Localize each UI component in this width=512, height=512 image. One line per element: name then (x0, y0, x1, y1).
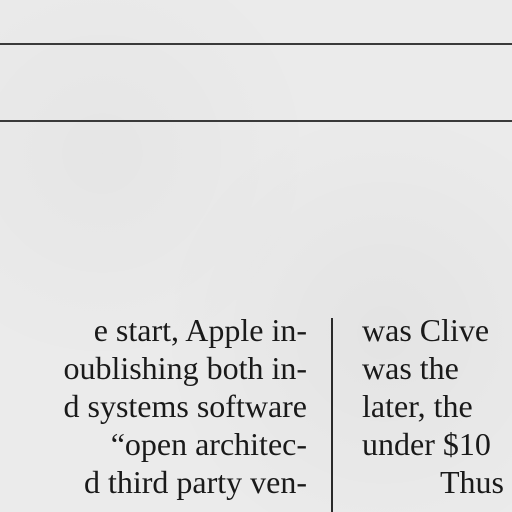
right-line-3: later, the (362, 388, 473, 424)
left-line-5: d third party ven- (83, 464, 307, 500)
right-text-column: was Clive was the later, the under $10 T… (362, 311, 504, 501)
left-text-column: e start, Apple in- oublishing both in- d… (63, 311, 307, 501)
right-line-2: was the (362, 350, 459, 386)
left-line-3: d systems software (63, 388, 307, 424)
right-line-5: Thus (440, 464, 504, 500)
top-rule (0, 43, 512, 45)
right-line-4: under $10 (362, 426, 491, 462)
column-divider (331, 318, 333, 512)
left-line-4: “open architec- (110, 426, 307, 462)
bottom-rule (0, 120, 512, 122)
left-line-1: e start, Apple in- (93, 312, 307, 348)
left-line-2: oublishing both in- (63, 350, 307, 386)
right-line-1: was Clive (362, 312, 490, 348)
